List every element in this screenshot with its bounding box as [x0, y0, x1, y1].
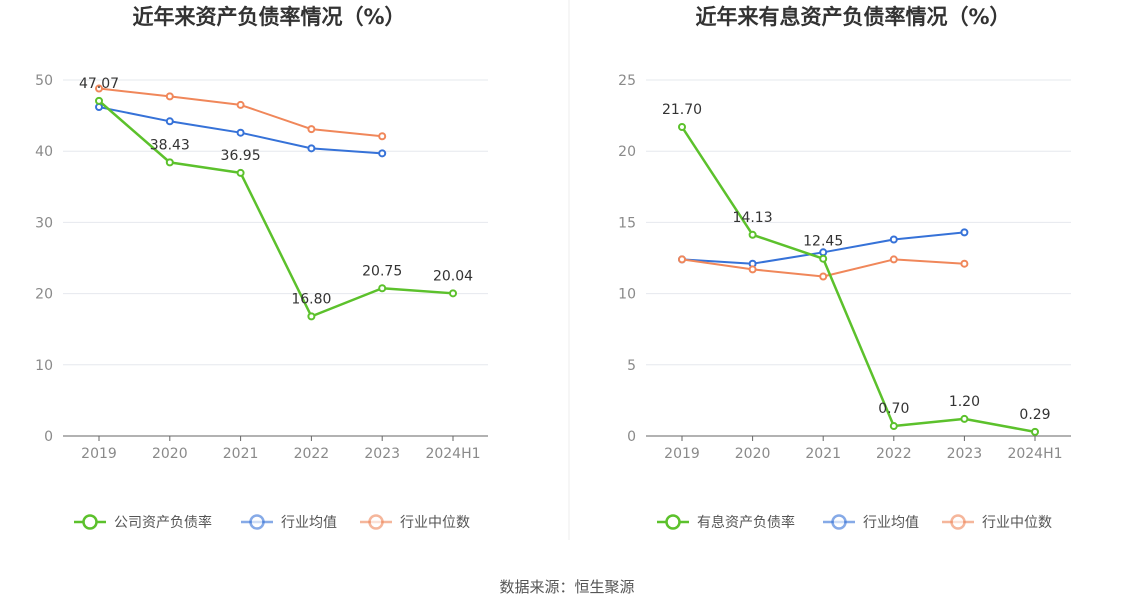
data-point-industry_median [889, 255, 898, 264]
data-point-industry_median [236, 100, 245, 109]
data-point-company [449, 289, 457, 298]
legend-marker-icon [368, 514, 384, 530]
data-point-industry_median [960, 259, 969, 268]
data-point-company [95, 96, 103, 105]
x-tick-label: 2019 [664, 446, 700, 462]
x-tick-label: 2021 [805, 446, 841, 462]
data-point-company [307, 312, 316, 321]
data-point-company [378, 284, 387, 293]
legend-item-company[interactable]: 有息资产负债率 [657, 514, 795, 531]
data-label: 0.29 [1019, 407, 1050, 423]
legend-item-company[interactable]: 公司资产负债率 [74, 514, 212, 531]
legend-label: 行业均值 [863, 515, 919, 531]
data-label: 20.75 [362, 263, 402, 279]
chart-panel-debt-ratio: 近年来资产负债率情况（%） 0 10 20 30 40 50 2019 2020 2021 2022… [35, 5, 488, 531]
y-tick-label: 10 [35, 358, 53, 374]
data-point-industry_avg [236, 128, 245, 137]
data-label: 12.45 [803, 234, 843, 250]
data-point-industry_avg [307, 144, 316, 153]
data-point-industry_avg [889, 235, 898, 244]
y-tick-label: 0 [627, 429, 636, 445]
x-tick-label: 2022 [294, 446, 330, 462]
data-point-company [960, 414, 969, 423]
data-point-industry_avg [378, 149, 387, 158]
y-tick-label: 0 [44, 429, 53, 445]
data-point-industry_avg [95, 103, 103, 112]
data-point-industry_median [748, 265, 757, 274]
legend-label: 行业中位数 [982, 515, 1052, 531]
legend-label: 公司资产负债率 [114, 514, 212, 531]
chart-title: 近年来有息资产负债率情况（%） [695, 5, 1010, 29]
y-tick-label: 25 [618, 73, 636, 89]
data-point-company [678, 122, 686, 131]
data-point-industry_avg [819, 248, 828, 257]
legend-marker-icon [665, 514, 681, 530]
data-point-company [819, 254, 828, 263]
data-label: 47.07 [79, 76, 119, 92]
x-tick-label: 2023 [947, 446, 983, 462]
data-label: 36.95 [221, 148, 261, 164]
y-tick-label: 50 [35, 73, 53, 89]
x-tick-label: 2020 [152, 446, 188, 462]
y-tick-label: 5 [627, 358, 636, 374]
legend-label: 行业均值 [281, 515, 337, 531]
data-label: 21.70 [662, 102, 702, 118]
x-tick-label: 2024H1 [1007, 446, 1062, 462]
legend-marker-icon [950, 514, 966, 530]
y-tick-label: 20 [618, 144, 636, 160]
data-point-industry_median [678, 255, 686, 264]
legend-item-industry_avg[interactable]: 行业均值 [241, 514, 337, 531]
y-tick-label: 20 [35, 287, 53, 303]
y-tick-label: 40 [35, 144, 53, 160]
legend-item-industry_median[interactable]: 行业中位数 [942, 514, 1052, 531]
legend-marker-icon [831, 514, 847, 530]
chart-panel-interest-debt-ratio: 近年来有息资产负债率情况（%） 0 5 10 15 20 25 2019 2020 2021 202… [618, 5, 1071, 531]
data-label: 16.80 [291, 291, 331, 307]
x-tick-label: 2021 [223, 446, 259, 462]
legend-marker-icon [82, 514, 98, 530]
legend-marker-icon [249, 514, 265, 530]
data-point-industry_avg [960, 228, 969, 237]
data-point-company [889, 422, 898, 431]
data-point-company [748, 230, 757, 239]
x-tick-label: 2022 [876, 446, 912, 462]
legend-item-industry_avg[interactable]: 行业均值 [823, 514, 919, 531]
data-label: 14.13 [733, 210, 773, 226]
series-line-company [680, 126, 1036, 434]
data-label: 1.20 [949, 394, 980, 410]
data-point-industry_median [378, 132, 387, 141]
data-point-company [1031, 427, 1039, 436]
data-point-industry_median [165, 92, 174, 101]
data-label: 20.04 [433, 268, 473, 284]
x-tick-label: 2023 [364, 446, 400, 462]
x-tick-label: 2020 [735, 446, 771, 462]
data-point-industry_avg [165, 117, 174, 126]
data-label: 38.43 [150, 137, 190, 153]
y-tick-label: 15 [618, 215, 636, 231]
data-point-industry_median [307, 125, 316, 134]
source-text: 数据来源：恒生聚源 [499, 578, 634, 596]
data-point-company [236, 168, 245, 177]
legend-item-industry_median[interactable]: 行业中位数 [360, 514, 470, 531]
y-tick-label: 30 [35, 215, 53, 231]
legend-label: 有息资产负债率 [697, 514, 795, 531]
x-tick-label: 2019 [81, 446, 117, 462]
y-tick-label: 10 [618, 287, 636, 303]
x-tick-label: 2024H1 [425, 446, 480, 462]
series-line-company [98, 99, 454, 318]
data-point-industry_median [819, 272, 828, 281]
legend-label: 行业中位数 [400, 515, 470, 531]
data-point-industry_median [95, 84, 103, 93]
data-point-company [165, 158, 174, 167]
data-label: 0.70 [878, 401, 909, 417]
chart-title: 近年来资产负债率情况（%） [132, 5, 405, 29]
